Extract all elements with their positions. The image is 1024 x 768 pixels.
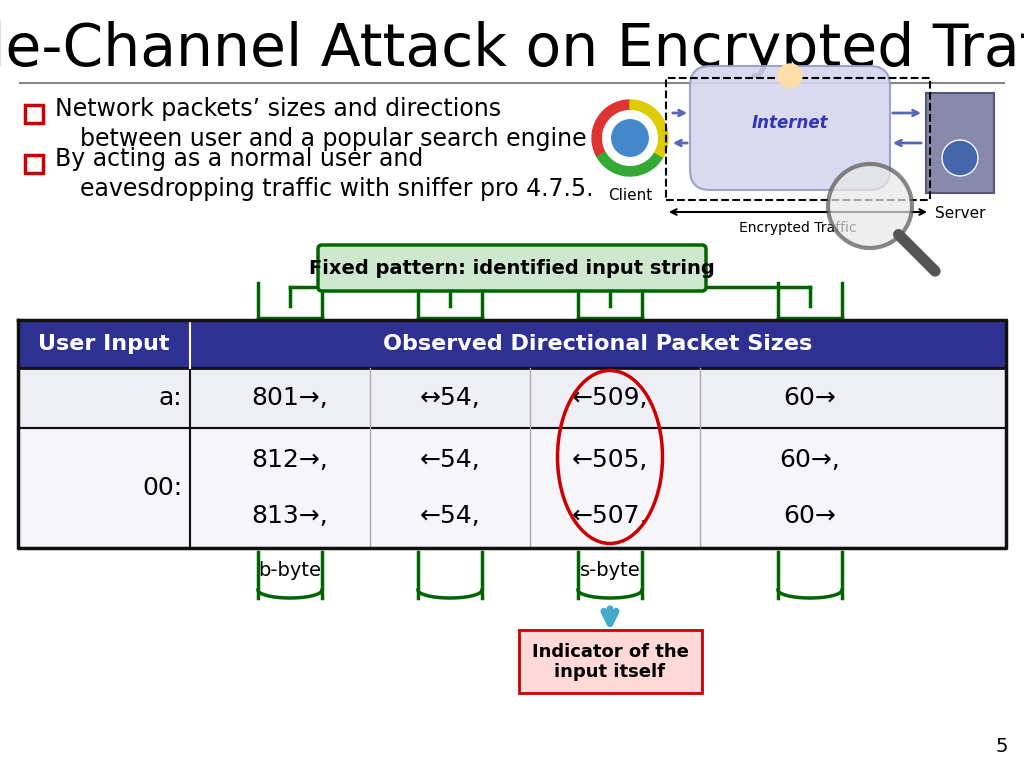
Circle shape: [611, 120, 648, 156]
FancyBboxPatch shape: [18, 368, 1006, 428]
Text: ←509,: ←509,: [571, 386, 648, 410]
Text: 60→,: 60→,: [779, 448, 841, 472]
Text: Client: Client: [608, 188, 652, 204]
Polygon shape: [592, 100, 630, 157]
Text: 60→: 60→: [783, 386, 837, 410]
FancyBboxPatch shape: [519, 630, 702, 693]
Text: between user and a popular search engine: between user and a popular search engine: [80, 127, 587, 151]
Text: ↔54,: ↔54,: [420, 386, 480, 410]
Text: Server: Server: [935, 206, 985, 220]
FancyBboxPatch shape: [690, 66, 890, 190]
FancyBboxPatch shape: [18, 428, 1006, 548]
Text: Encrypted Traffic: Encrypted Traffic: [739, 221, 857, 235]
Text: Fixed pattern: identified input string: Fixed pattern: identified input string: [309, 259, 715, 277]
Text: 812→,: 812→,: [252, 448, 329, 472]
Text: 801→,: 801→,: [252, 386, 329, 410]
Text: b-byte: b-byte: [258, 561, 322, 580]
Text: Side-Channel Attack on Encrypted Traffic: Side-Channel Attack on Encrypted Traffic: [0, 22, 1024, 78]
Circle shape: [942, 140, 978, 176]
Text: eavesdropping traffic with sniffer pro 4.7.5.: eavesdropping traffic with sniffer pro 4…: [80, 177, 594, 201]
Circle shape: [828, 164, 912, 248]
Polygon shape: [597, 138, 663, 176]
Text: ←505,: ←505,: [571, 448, 648, 472]
Text: User Input: User Input: [38, 334, 170, 354]
Text: Network packets’ sizes and directions: Network packets’ sizes and directions: [55, 97, 501, 121]
Text: a:: a:: [159, 386, 182, 410]
Text: ←507,: ←507,: [571, 504, 648, 528]
Text: ←54,: ←54,: [420, 448, 480, 472]
FancyBboxPatch shape: [318, 245, 706, 291]
Circle shape: [603, 111, 657, 165]
Text: Internet: Internet: [752, 114, 828, 132]
Polygon shape: [630, 100, 668, 157]
Text: Observed Directional Packet Sizes: Observed Directional Packet Sizes: [383, 334, 813, 354]
Text: ←54,: ←54,: [420, 504, 480, 528]
Text: 00:: 00:: [142, 476, 182, 500]
FancyBboxPatch shape: [25, 105, 43, 123]
FancyBboxPatch shape: [25, 155, 43, 173]
Text: 813→,: 813→,: [252, 504, 329, 528]
FancyBboxPatch shape: [926, 93, 994, 193]
Circle shape: [778, 64, 802, 88]
Text: 5: 5: [995, 737, 1008, 756]
Text: By acting as a normal user and: By acting as a normal user and: [55, 147, 423, 171]
Text: 60→: 60→: [783, 504, 837, 528]
Text: s-byte: s-byte: [580, 561, 640, 580]
FancyBboxPatch shape: [18, 320, 1006, 368]
Text: Indicator of the
input itself: Indicator of the input itself: [531, 643, 688, 681]
